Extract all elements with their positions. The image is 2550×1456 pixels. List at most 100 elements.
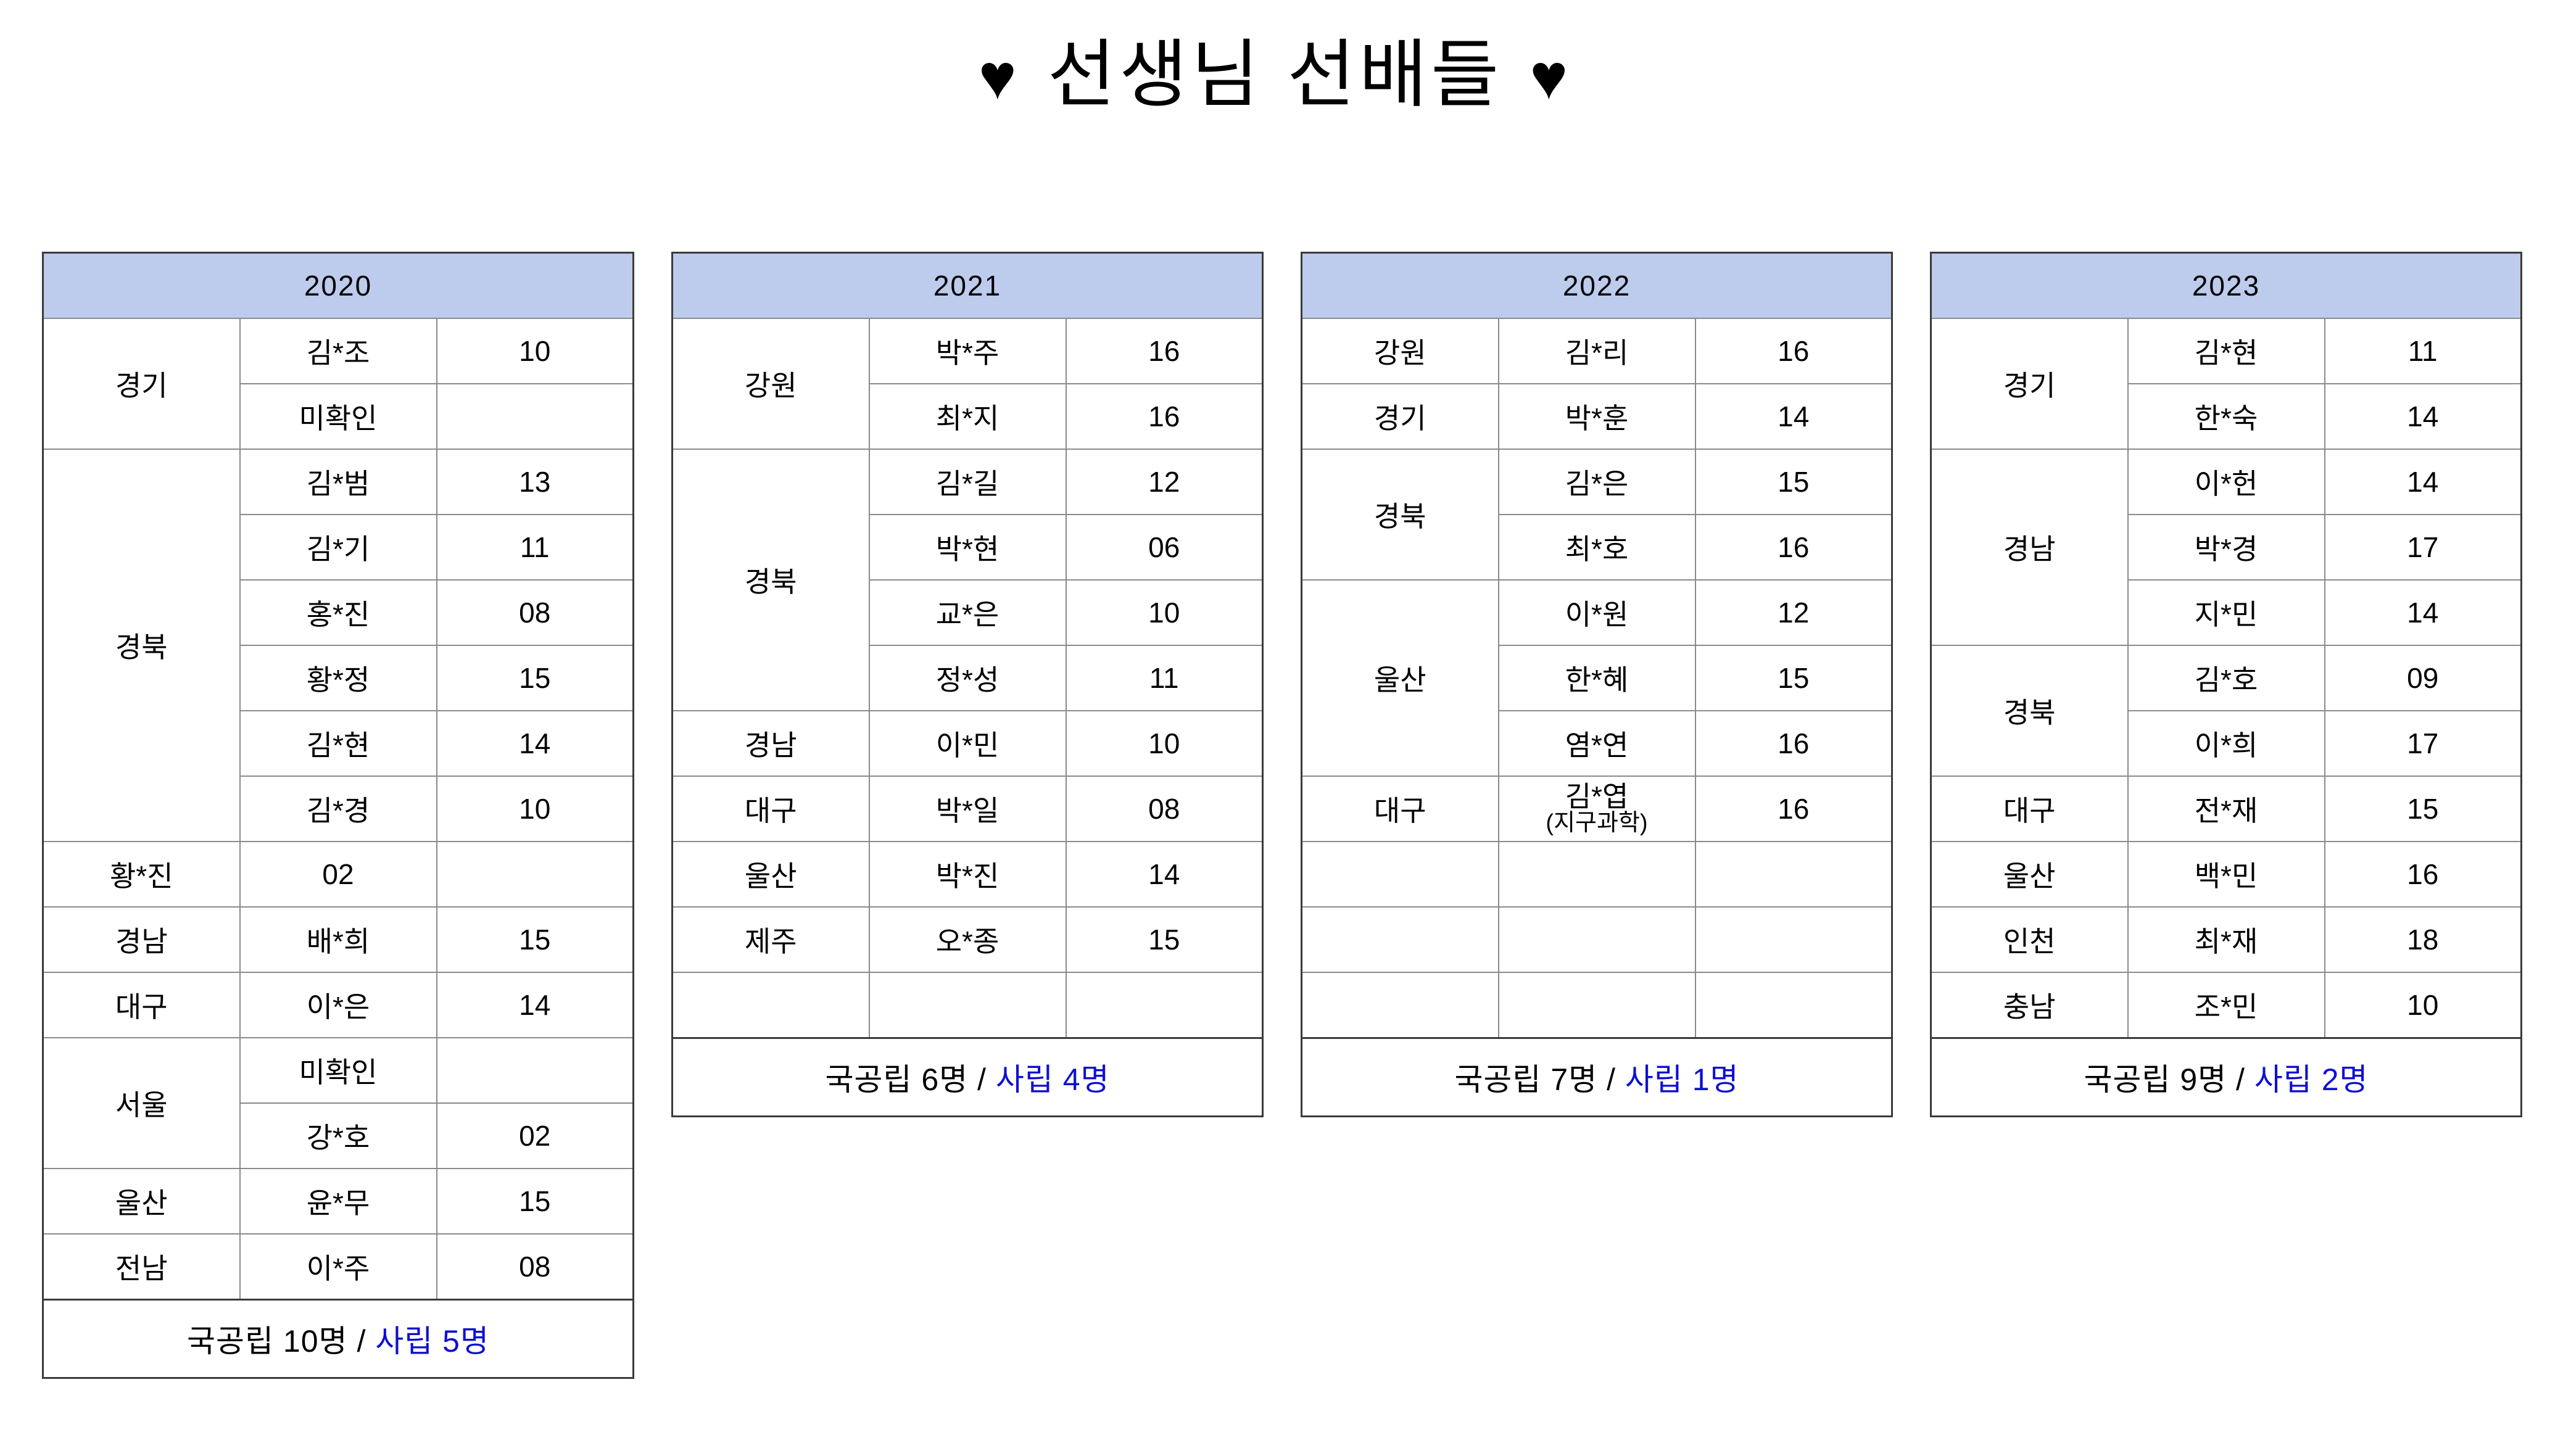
table-footer-row: 국공립 9명 / 사립 2명 <box>1931 1038 2522 1117</box>
number-cell: 14 <box>1066 842 1263 907</box>
region-cell: 울산 <box>1302 580 1499 776</box>
number-cell <box>1695 972 1892 1038</box>
region-cell: 경남 <box>673 711 869 776</box>
summary-counts: 국공립 9명 / 사립 2명 <box>1931 1038 2522 1117</box>
table-row: 경기 김*현 11 <box>1931 318 2522 384</box>
number-cell <box>1695 907 1892 972</box>
name-cell: 김*엽 (지구과학) <box>1499 776 1695 842</box>
table-row <box>1302 972 1892 1038</box>
number-cell <box>1066 972 1263 1038</box>
number-cell: 02 <box>240 842 437 907</box>
table-header-row: 2020 <box>43 253 634 319</box>
table-row: 경북 김*은 15 <box>1302 449 1892 515</box>
table-row: 경북 김*길 12 <box>673 449 1263 515</box>
region-cell: 경기 <box>43 318 240 449</box>
page-title-text: 선생님 선배들 <box>1048 33 1503 116</box>
region-cell <box>673 972 869 1038</box>
number-cell: 14 <box>437 972 634 1038</box>
summary-counts: 국공립 10명 / 사립 5명 <box>43 1300 634 1378</box>
summary-separator: / <box>1607 1062 1625 1097</box>
public-count-text: 국공립 7명 <box>1454 1062 1597 1097</box>
name-cell: 김*호 <box>2128 645 2325 711</box>
year-table-2020: 2020 경기 김*조 10 미확인 경북 김*범 13 김*기 11 홍*진 08 황*정 15 김*현 1… <box>42 252 634 1405</box>
name-cell: 백*민 <box>2128 842 2325 907</box>
name-cell: 최*재 <box>2128 907 2325 972</box>
name-cell: 김*현 <box>240 711 437 776</box>
number-cell: 16 <box>1066 318 1263 384</box>
private-count-text: 사립 2명 <box>2254 1062 2369 1097</box>
number-cell: 02 <box>437 1103 634 1169</box>
name-cell: 김*리 <box>1499 318 1695 384</box>
number-cell: 14 <box>2325 449 2522 515</box>
number-cell: 15 <box>1695 645 1892 711</box>
year-header-2020: 2020 <box>43 253 634 319</box>
number-cell: 15 <box>2325 776 2522 842</box>
number-cell: 16 <box>1695 711 1892 776</box>
region-cell: 울산 <box>673 842 869 907</box>
heart-icon-left: ♥ <box>979 41 1020 113</box>
table-row: 제주 오*종 15 <box>673 907 1263 972</box>
table-row: 울산 이*원 12 <box>1302 580 1892 645</box>
number-cell: 15 <box>437 645 634 711</box>
region-cell: 강원 <box>1302 318 1499 384</box>
name-cell: 정*성 <box>869 645 1066 711</box>
name-cell: 김*범 <box>240 449 437 515</box>
name-subject-note: (지구과학) <box>1499 811 1695 835</box>
name-cell: 한*숙 <box>2128 384 2325 449</box>
number-cell: 08 <box>437 1234 634 1300</box>
number-cell: 13 <box>437 449 634 515</box>
number-cell: 14 <box>1695 384 1892 449</box>
name-cell <box>1499 972 1695 1038</box>
number-cell: 17 <box>2325 711 2522 776</box>
name-cell <box>869 972 1066 1038</box>
name-cell: 김*조 <box>240 318 437 384</box>
region-cell: 강원 <box>673 318 869 449</box>
number-cell: 12 <box>1066 449 1263 515</box>
number-cell: 11 <box>2325 318 2522 384</box>
table-row: 울산 백*민 16 <box>1931 842 2522 907</box>
number-cell: 15 <box>1066 907 1263 972</box>
name-cell: 전*재 <box>2128 776 2325 842</box>
heart-icon-right: ♥ <box>1530 41 1571 113</box>
table-row: 인천 최*재 18 <box>1931 907 2522 972</box>
table-row: 대구 이*은 14 <box>43 972 634 1038</box>
name-text: 김*엽 <box>1565 780 1629 813</box>
table-row: 대구 전*재 15 <box>1931 776 2522 842</box>
name-cell: 김*길 <box>869 449 1066 515</box>
table-header-row: 2022 <box>1302 253 1892 319</box>
name-cell: 황*정 <box>240 645 437 711</box>
public-count-text: 국공립 9명 <box>2084 1062 2227 1097</box>
number-cell: 15 <box>437 907 634 972</box>
name-cell <box>1499 842 1695 907</box>
table-row: 경남 이*민 10 <box>673 711 1263 776</box>
table-header-row: 2023 <box>1931 253 2522 319</box>
table-row <box>1302 842 1892 907</box>
region-cell: 경북 <box>43 449 240 842</box>
region-cell: 서울 <box>43 1038 240 1169</box>
summary-separator: / <box>977 1062 996 1097</box>
table-row: 경북 김*범 13 <box>43 449 634 515</box>
number-cell: 10 <box>437 776 634 842</box>
table-row: 강원 박*주 16 <box>673 318 1263 384</box>
public-count-text: 국공립 6명 <box>825 1062 968 1097</box>
region-cell: 울산 <box>1931 842 2128 907</box>
region-cell: 경북 <box>1302 449 1499 580</box>
number-cell: 16 <box>1695 318 1892 384</box>
name-cell: 이*헌 <box>2128 449 2325 515</box>
year-table-2022: 2022 강원 김*리 16 경기 박*훈 14 경북 김*은 15 최*호 16 울산 이*원 12 한*혜… <box>1301 252 1893 1405</box>
number-cell: 10 <box>1066 711 1263 776</box>
private-count-text: 사립 4명 <box>996 1062 1110 1097</box>
year-table-2021: 2021 강원 박*주 16 최*지 16 경북 김*길 12 박*현 06 교*은 10 정*성 11 경남… <box>671 252 1264 1405</box>
number-cell: 17 <box>2325 515 2522 580</box>
table-2023: 2023 경기 김*현 11 한*숙 14 경남 이*헌 14 박*경 17 지*민 14 경북 김*호 09… <box>1930 252 2522 1117</box>
name-cell: 이*은 <box>240 972 437 1038</box>
region-cell: 경기 <box>1302 384 1499 449</box>
year-header-2023: 2023 <box>1931 253 2522 319</box>
number-cell: 15 <box>437 1169 634 1234</box>
private-count-text: 사립 5명 <box>375 1324 489 1359</box>
table-row <box>1302 907 1892 972</box>
table-row: 대구 김*엽 (지구과학) 16 <box>1302 776 1892 842</box>
region-cell: 충남 <box>1931 972 2128 1038</box>
table-row: 강원 김*리 16 <box>1302 318 1892 384</box>
table-row <box>673 972 1263 1038</box>
